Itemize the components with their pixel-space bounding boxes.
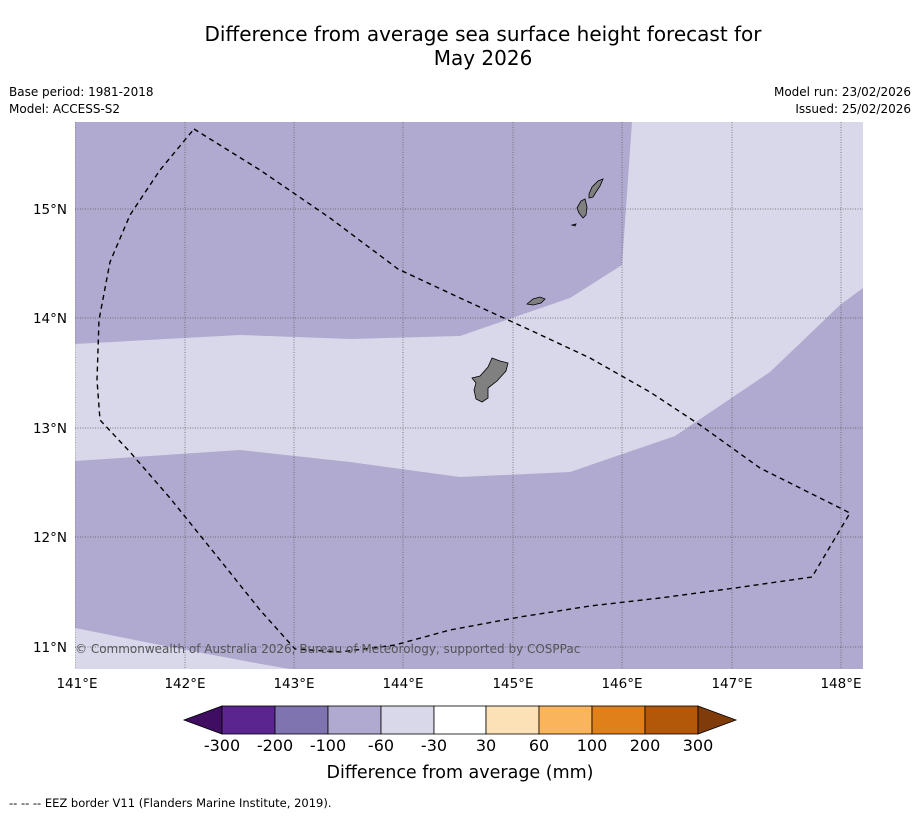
cb-tick: -60 bbox=[368, 736, 394, 755]
x-axis-labels: 141°E 142°E 143°E 144°E 145°E 146°E 147°… bbox=[56, 676, 861, 692]
colorbar-bin bbox=[591, 705, 646, 735]
anomaly-region-light bbox=[75, 122, 863, 477]
colorbar bbox=[182, 705, 738, 735]
island-guam bbox=[471, 357, 509, 403]
colorbar-tick-labels: -300 -200 -100 -60 -30 30 60 100 200 300… bbox=[204, 736, 713, 783]
eez-border bbox=[96, 128, 851, 653]
model-run: Model run: 23/02/2026 bbox=[773, 85, 911, 99]
x-tick-144: 144°E bbox=[382, 676, 423, 692]
x-tick-145: 145°E bbox=[492, 676, 533, 692]
x-tick-143: 143°E bbox=[273, 676, 314, 692]
cb-tick: 100 bbox=[577, 736, 608, 755]
colorbar-bin bbox=[274, 705, 329, 735]
x-tick-147: 147°E bbox=[711, 676, 752, 692]
gridlines bbox=[75, 122, 863, 669]
base-period: Base period: 1981-2018 bbox=[9, 85, 154, 99]
eez-footnote: -- -- -- EEZ border V11 (Flanders Marine… bbox=[9, 796, 332, 810]
colorbar-bin bbox=[644, 705, 699, 735]
title-line-2: May 2026 bbox=[433, 46, 533, 70]
x-tick-142: 142°E bbox=[164, 676, 205, 692]
cb-tick: 60 bbox=[529, 736, 549, 755]
y-tick-12n: 12°N bbox=[33, 530, 67, 546]
cb-tick: 300 bbox=[683, 736, 714, 755]
colorbar-bin bbox=[380, 705, 435, 735]
cb-tick: 30 bbox=[476, 736, 496, 755]
meta-left: Base period: 1981-2018 Model: ACCESS-S2 bbox=[9, 84, 154, 118]
colorbar-bin bbox=[433, 705, 487, 735]
title-line-1: Difference from average sea surface heig… bbox=[204, 22, 762, 46]
colorbar-bin bbox=[327, 705, 382, 735]
y-tick-14n: 14°N bbox=[33, 311, 67, 327]
copyright-text: © Commonwealth of Australia 2026, Bureau… bbox=[75, 642, 580, 656]
model-name: Model: ACCESS-S2 bbox=[9, 102, 121, 116]
island-rota bbox=[526, 296, 546, 306]
x-tick-148: 148°E bbox=[820, 676, 861, 692]
anomaly-region-light-bottom bbox=[75, 628, 290, 669]
cb-tick: 200 bbox=[630, 736, 661, 755]
island-saipan bbox=[588, 178, 604, 199]
island-aguijan bbox=[570, 223, 577, 227]
colorbar-bin bbox=[538, 705, 593, 735]
colorbar-extend-low bbox=[182, 705, 223, 735]
islands bbox=[471, 178, 604, 403]
colorbar-bin bbox=[221, 705, 276, 735]
cb-tick: -100 bbox=[310, 736, 346, 755]
y-tick-15n: 15°N bbox=[33, 202, 67, 218]
map-title: Difference from average sea surface heig… bbox=[0, 22, 919, 70]
y-axis-labels: 15°N 14°N 13°N 12°N 11°N bbox=[33, 202, 67, 656]
island-tinian bbox=[576, 198, 588, 219]
x-tick-141: 141°E bbox=[56, 676, 97, 692]
cb-tick: -30 bbox=[421, 736, 447, 755]
y-tick-11n: 11°N bbox=[33, 640, 67, 656]
forecast-map: © Commonwealth of Australia 2026, Bureau… bbox=[75, 122, 863, 669]
colorbar-extend-high bbox=[697, 705, 738, 735]
issued-date: Issued: 25/02/2026 bbox=[795, 102, 911, 116]
colorbar-bin bbox=[485, 705, 540, 735]
cb-tick: -200 bbox=[257, 736, 293, 755]
cb-tick: -300 bbox=[204, 736, 240, 755]
meta-right: Model run: 23/02/2026 Issued: 25/02/2026 bbox=[774, 84, 911, 118]
colorbar-label: Difference from average (mm) bbox=[326, 763, 593, 783]
y-tick-13n: 13°N bbox=[33, 421, 67, 437]
x-tick-146: 146°E bbox=[601, 676, 642, 692]
